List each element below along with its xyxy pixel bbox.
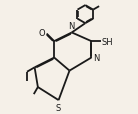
Text: O: O xyxy=(38,29,45,38)
Text: SH: SH xyxy=(101,37,113,46)
Text: N: N xyxy=(69,22,75,31)
Text: N: N xyxy=(94,54,100,62)
Text: S: S xyxy=(56,103,61,112)
